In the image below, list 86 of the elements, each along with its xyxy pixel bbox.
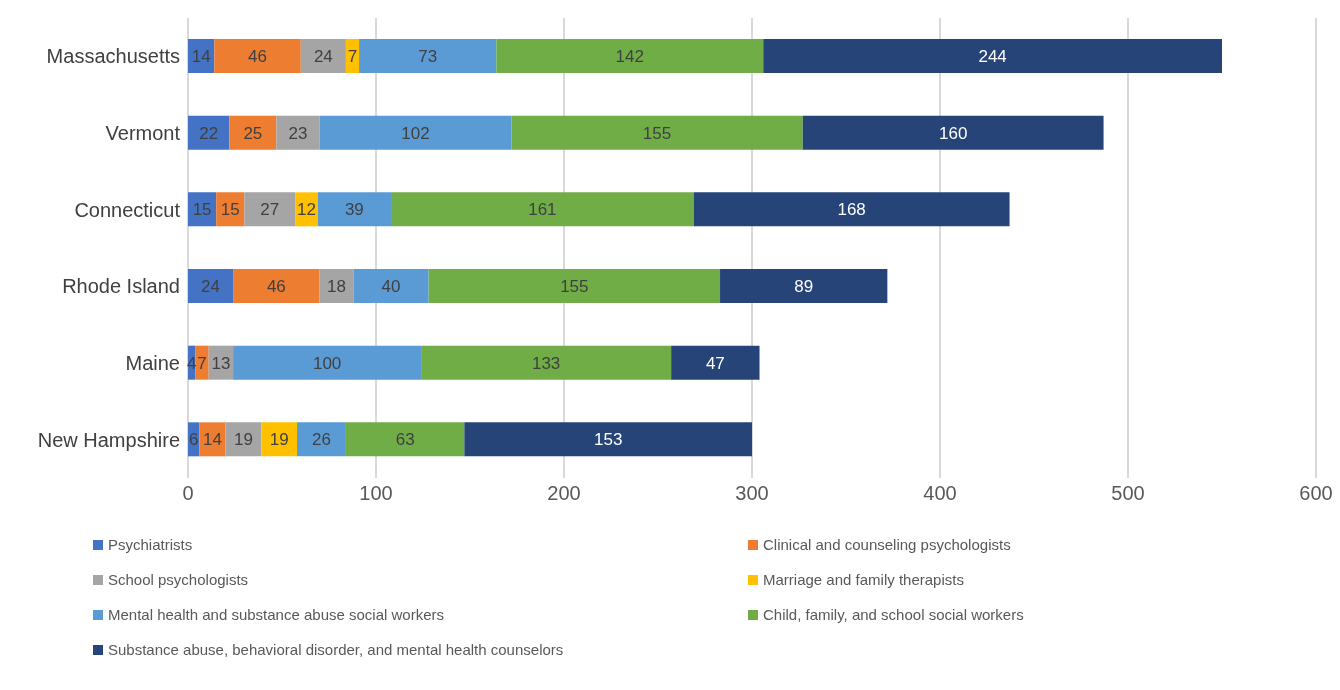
- legend-label: Substance abuse, behavioral disorder, and mental health counselors: [108, 641, 564, 658]
- data-label: 46: [248, 47, 268, 67]
- bar: [353, 269, 429, 303]
- data-label: 13: [211, 353, 231, 373]
- y-tick-label: Connecticut: [74, 198, 181, 221]
- data-label: 26: [312, 430, 331, 450]
- bar: [391, 192, 694, 227]
- data-label: 14: [202, 430, 222, 450]
- data-label: 15: [192, 200, 212, 220]
- data-label: 18: [327, 277, 346, 297]
- y-tick-label: New Hampshire: [37, 428, 180, 451]
- legend-label: Child, family, and school social workers: [763, 606, 1024, 623]
- bar: [229, 115, 277, 150]
- bar: [464, 422, 752, 457]
- data-label: 46: [266, 277, 286, 297]
- bar: [421, 345, 672, 380]
- data-label: 155: [642, 123, 672, 143]
- x-tick-label: 200: [547, 482, 581, 505]
- data-label: 14: [191, 47, 211, 67]
- data-label: 47: [705, 353, 725, 373]
- data-label: 63: [395, 430, 415, 450]
- x-tick-label: 500: [1111, 482, 1145, 505]
- bar: [359, 39, 497, 73]
- bar: [297, 422, 346, 457]
- bar: [276, 115, 320, 150]
- data-label: 161: [528, 200, 557, 220]
- data-label: 168: [837, 200, 866, 220]
- data-label: 133: [531, 353, 561, 373]
- data-label: 23: [288, 123, 308, 143]
- bar: [199, 422, 226, 457]
- y-tick-label: Vermont: [105, 122, 181, 145]
- legend-label: School psychologists: [108, 571, 249, 588]
- legend-label: Psychiatrists: [108, 536, 193, 553]
- data-label: 89: [794, 277, 814, 297]
- bar: [511, 115, 803, 150]
- data-label: 19: [269, 430, 289, 450]
- x-tick-label: 0: [182, 482, 194, 505]
- data-label: 155: [560, 277, 589, 297]
- bar: [720, 269, 888, 303]
- bar: [261, 422, 298, 457]
- data-label: 160: [938, 123, 968, 143]
- data-label: 27: [260, 200, 280, 220]
- data-label: 100: [312, 353, 342, 373]
- data-label: 15: [220, 200, 240, 220]
- bar: [233, 345, 422, 380]
- x-tick-label: 100: [359, 482, 393, 505]
- x-tick-label: 300: [735, 482, 769, 505]
- bar: [496, 39, 764, 73]
- data-label: 24: [313, 47, 333, 67]
- data-label: 19: [234, 430, 253, 450]
- data-label: 24: [201, 277, 221, 297]
- bar: [428, 269, 721, 303]
- bar: [319, 115, 512, 150]
- x-tick-label: 400: [923, 482, 957, 505]
- bar: [802, 115, 1104, 150]
- data-label: 153: [593, 430, 623, 450]
- data-label: 7: [197, 353, 207, 373]
- data-label: 22: [199, 123, 219, 143]
- bar: [214, 39, 301, 73]
- x-tick-label: 600: [1299, 482, 1333, 505]
- data-label: 39: [344, 200, 364, 220]
- legend-label: Marriage and family therapists: [763, 571, 964, 588]
- data-label: 7: [347, 47, 358, 67]
- bar: [244, 192, 296, 227]
- bar: [317, 192, 392, 227]
- data-label: 73: [418, 47, 438, 67]
- bar: [300, 39, 346, 73]
- bar: [345, 422, 465, 457]
- bar: [671, 345, 760, 380]
- bar: [233, 269, 320, 303]
- data-label: 25: [243, 123, 263, 143]
- y-tick-label: Maine: [125, 352, 180, 375]
- data-label: 40: [381, 277, 401, 297]
- y-tick-label: Massachusetts: [46, 45, 180, 68]
- data-label: 6: [188, 430, 199, 450]
- data-label: 142: [615, 47, 644, 67]
- bar: [693, 192, 1010, 227]
- legend-label: Mental health and substance abuse social workers: [108, 606, 445, 623]
- legend-label: Clinical and counseling psychologists: [763, 536, 1011, 553]
- y-tick-label: Rhode Island: [62, 275, 180, 298]
- data-label: 12: [296, 200, 316, 220]
- bar: [763, 39, 1222, 73]
- data-label: 102: [401, 123, 430, 143]
- bar: [188, 269, 234, 303]
- data-label: 244: [978, 47, 1007, 67]
- bar: [188, 115, 230, 150]
